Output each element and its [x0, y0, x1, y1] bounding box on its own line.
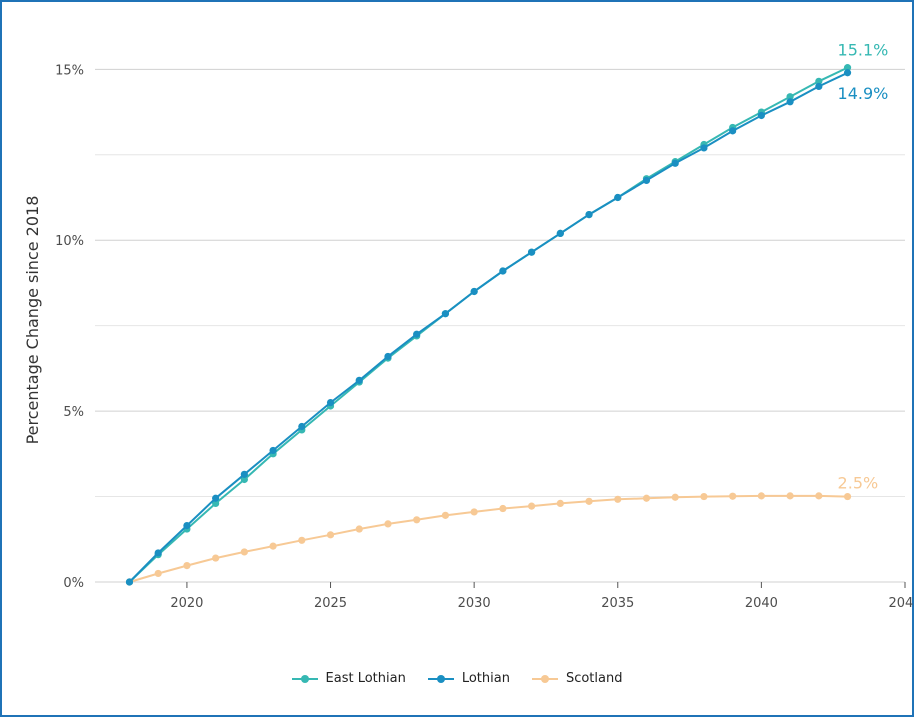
data-point-lothian [212, 494, 220, 502]
data-point-east-lothian [815, 77, 823, 85]
y-axis-title: Percentage Change since 2018 [23, 196, 42, 445]
data-point-east-lothian [240, 475, 248, 484]
data-point-scotland [585, 497, 593, 505]
data-point-lothian [614, 193, 622, 202]
data-point-scotland [326, 531, 335, 539]
data-point-scotland [240, 548, 248, 556]
data-point-scotland [384, 520, 392, 528]
legend-label: Lothian [461, 671, 510, 686]
data-point-lothian [700, 144, 708, 152]
x-tick-label: 2030 [458, 596, 491, 611]
data-point-east-lothian [786, 93, 794, 101]
legend-item-east-lothian[interactable]: East Lothian [291, 671, 406, 686]
series-line-scotland [129, 494, 848, 583]
y-tick-label: 10% [55, 234, 84, 249]
data-point-lothian [757, 111, 765, 120]
data-point-lothian [298, 422, 306, 431]
data-point-scotland [700, 492, 708, 501]
end-label-scotland: 2.5% [838, 474, 879, 493]
data-point-lothian [843, 69, 852, 77]
data-point-lothian [729, 127, 737, 135]
series-line-east-lothian [128, 66, 849, 583]
data-point-lothian [585, 210, 593, 219]
data-point-scotland [642, 494, 651, 502]
legend-swatch [427, 674, 454, 684]
data-point-scotland [183, 561, 191, 570]
end-label-lothian: 14.9% [838, 84, 889, 103]
series-line-lothian [128, 71, 849, 583]
legend-swatch [291, 674, 318, 684]
data-point-lothian [413, 330, 421, 338]
data-point-scotland [298, 536, 306, 544]
data-point-lothian [441, 310, 450, 318]
y-tick-label: 0% [63, 576, 84, 591]
x-tick-label: 2025 [314, 596, 347, 611]
y-tick-label: 5% [63, 405, 84, 420]
data-point-scotland [671, 493, 679, 501]
data-point-lothian [269, 446, 277, 455]
data-point-lothian [154, 549, 162, 557]
data-point-scotland [815, 492, 823, 500]
data-point-scotland [441, 511, 450, 519]
data-point-lothian [240, 470, 248, 478]
end-label-east-lothian: 15.1% [838, 41, 889, 60]
data-point-scotland [843, 492, 852, 501]
legend-item-scotland[interactable]: Scotland [531, 671, 623, 686]
data-point-scotland [154, 569, 162, 578]
legend-label: East Lothian [325, 671, 406, 686]
data-point-scotland [355, 525, 363, 533]
series-layer [125, 64, 852, 586]
data-point-scotland [269, 542, 277, 550]
axes: 0% 5% 10% 15% 2020 2025 2030 2035 2040 2045 [55, 63, 914, 611]
data-point-lothian [642, 176, 651, 185]
data-point-lothian [326, 398, 335, 407]
data-point-lothian [527, 248, 536, 256]
data-point-lothian [125, 578, 134, 586]
legend: East Lothian Lothian Scotland [0, 671, 914, 686]
data-point-lothian [671, 159, 679, 167]
x-tick-label: 2040 [745, 596, 778, 611]
legend-item-lothian[interactable]: Lothian [427, 671, 510, 686]
line-chart: 0% 5% 10% 15% 2020 2025 2030 2035 2040 2045 Perce… [23, 41, 914, 611]
data-point-scotland [614, 495, 622, 503]
data-point-scotland [757, 492, 765, 500]
data-point-scotland [413, 516, 421, 524]
x-tick-label: 2045 [888, 596, 914, 611]
legend-label: Scotland [565, 671, 623, 686]
data-point-lothian [786, 98, 794, 106]
data-point-lothian [384, 352, 392, 361]
data-point-scotland [499, 504, 507, 513]
y-tick-label: 15% [55, 63, 84, 78]
data-point-lothian [815, 82, 823, 91]
data-point-lothian [470, 287, 478, 296]
end-labels: 15.1% 14.9% 2.5% [838, 41, 889, 493]
x-tick-label: 2020 [170, 596, 203, 611]
data-point-lothian [355, 376, 363, 384]
data-point-east-lothian [212, 499, 220, 507]
data-point-scotland [470, 508, 478, 516]
legend-swatch [531, 674, 558, 684]
data-point-lothian [556, 229, 564, 237]
data-point-east-lothian [843, 64, 852, 72]
x-tick-label: 2035 [601, 596, 634, 611]
data-point-scotland [527, 502, 536, 510]
data-point-scotland [786, 492, 794, 500]
data-point-scotland [556, 499, 564, 507]
data-point-scotland [212, 554, 220, 562]
data-point-lothian [499, 267, 507, 275]
data-point-lothian [183, 522, 191, 530]
data-point-scotland [729, 492, 737, 500]
